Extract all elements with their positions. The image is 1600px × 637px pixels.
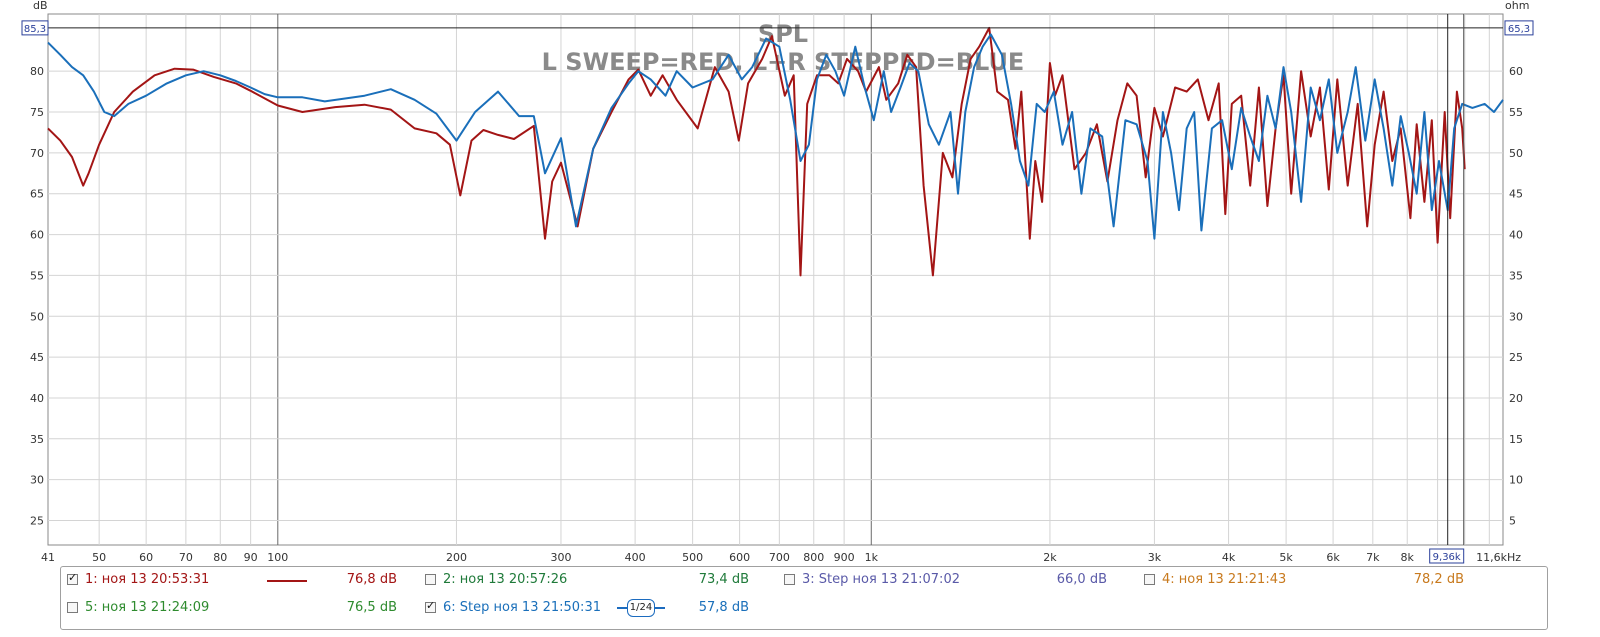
- smoothing-button[interactable]: 1/24: [627, 599, 655, 617]
- legend-3-checkbox[interactable]: [784, 574, 795, 585]
- legend-2-value: 73,4 dB: [698, 572, 749, 587]
- cursor-right-label: 65,3: [1508, 24, 1530, 35]
- x-tick-label: 900: [834, 551, 855, 564]
- x-tick-label: 500: [682, 551, 703, 564]
- cursor-right-box: [1504, 20, 1534, 36]
- legend-5-checkbox[interactable]: [67, 602, 78, 613]
- legend-3-label: 3: Step ноя 13 21:07:02: [802, 572, 960, 587]
- series-group: [47, 26, 1504, 277]
- right-y-tick-label: 50: [1509, 147, 1523, 160]
- grid-lines: [48, 14, 1503, 545]
- x-tick-label: 800: [803, 551, 824, 564]
- legend-6-checkbox[interactable]: [425, 599, 436, 613]
- left-axis-unit: dB: [33, 0, 48, 12]
- x-tick-label: 41: [41, 551, 55, 564]
- x-tick-label: 8k: [1401, 551, 1415, 564]
- legend-item-4[interactable]: 4: ноя 13 21:21:43 78,2 dB: [1144, 569, 1484, 591]
- chart-title: SPL: [758, 20, 808, 48]
- legend-5-label: 5: ноя 13 21:24:09: [85, 600, 210, 615]
- legend-4-checkbox[interactable]: [1144, 574, 1155, 585]
- x-tick-label: 80: [213, 551, 227, 564]
- right-y-tick-label: 5: [1509, 514, 1516, 527]
- legend-1-swatch: [267, 580, 307, 582]
- legend-1-label: 1: ноя 13 20:53:31: [85, 572, 210, 587]
- x-tick-label: 11,6kHz: [1476, 551, 1521, 564]
- y-tick-label: 25: [30, 514, 44, 527]
- x-tick-label: 7k: [1366, 551, 1380, 564]
- x-tick-label: 5k: [1279, 551, 1293, 564]
- right-y-tick-label: 30: [1509, 310, 1523, 323]
- legend-1-checkbox[interactable]: [67, 571, 78, 585]
- legend-6-label: 6: Step ноя 13 21:50:31: [443, 600, 601, 615]
- legend-row-2: 5: ноя 13 21:24:09 76,5 dB 6: Step ноя 1…: [61, 597, 1547, 619]
- y-tick-label: 80: [30, 65, 44, 78]
- x-tick-label: 50: [92, 551, 106, 564]
- x-tick-label: 4k: [1222, 551, 1236, 564]
- right-y-tick-label: 55: [1509, 106, 1523, 119]
- legend-2-label: 2: ноя 13 20:57:26: [443, 572, 568, 587]
- y-tick-label: 55: [30, 269, 44, 282]
- y-tick-label: 60: [30, 229, 44, 242]
- right-y-tick-label: 35: [1509, 269, 1523, 282]
- x-tick-label: 300: [550, 551, 571, 564]
- x-tick-label: 3k: [1148, 551, 1162, 564]
- right-y-tick-label: 20: [1509, 392, 1523, 405]
- x-tick-label: 400: [625, 551, 646, 564]
- legend-item-3[interactable]: 3: Step ноя 13 21:07:02 66,0 dB: [784, 569, 1124, 591]
- legend-item-6[interactable]: 6: Step ноя 13 21:50:31 1/24 57,8 dB: [425, 597, 765, 619]
- right-y-tick-label: 10: [1509, 474, 1523, 487]
- cursor-x-label: 9,36k: [1433, 552, 1461, 563]
- x-tick-label: 70: [179, 551, 193, 564]
- y-tick-label: 35: [30, 433, 44, 446]
- legend-3-value: 66,0 dB: [1056, 572, 1107, 587]
- series-line-blue: [47, 33, 1504, 240]
- y-tick-label: 40: [30, 392, 44, 405]
- cursor-y-box: [21, 20, 49, 36]
- x-tick-label: 600: [729, 551, 750, 564]
- x-tick-label: 60: [139, 551, 153, 564]
- right-y-tick-label: 60: [1509, 65, 1523, 78]
- legend-6-value: 57,8 dB: [698, 600, 749, 615]
- x-tick-label: 2k: [1043, 551, 1057, 564]
- legend-6-swatch-left: [617, 607, 627, 609]
- x-tick-label: 6k: [1326, 551, 1340, 564]
- legend-6-swatch-right: [655, 607, 665, 609]
- cursor-overlay[interactable]: 85,3 65,3 9,36k: [21, 14, 1534, 564]
- y-tick-label: 70: [30, 147, 44, 160]
- legend-item-1[interactable]: 1: ноя 13 20:53:31 76,8 dB: [67, 569, 407, 591]
- cursor-y-label: 85,3: [24, 24, 46, 35]
- right-y-tick-label: 40: [1509, 229, 1523, 242]
- x-tick-label: 100: [267, 551, 288, 564]
- spl-chart[interactable]: 25 30 35 40 45 50 55 60 65 70 75 80 5 10 15 20 25 30 35 40 4…: [0, 0, 1600, 566]
- right-axis-unit: ohm: [1505, 0, 1529, 12]
- y-tick-label: 75: [30, 106, 44, 119]
- legend-panel: 1: ноя 13 20:53:31 76,8 dB 2: ноя 13 20:…: [60, 566, 1548, 630]
- y-tick-label: 45: [30, 351, 44, 364]
- right-y-tick-label: 25: [1509, 351, 1523, 364]
- right-y-tick-label: 15: [1509, 433, 1523, 446]
- legend-4-label: 4: ноя 13 21:21:43: [1162, 572, 1287, 587]
- legend-item-2[interactable]: 2: ноя 13 20:57:26 73,4 dB: [425, 569, 765, 591]
- cursor-x-box: [1429, 548, 1465, 564]
- y-tick-label: 30: [30, 474, 44, 487]
- y-tick-label: 65: [30, 188, 44, 201]
- x-tick-label: 200: [446, 551, 467, 564]
- x-tick-label: 700: [769, 551, 790, 564]
- legend-1-value: 76,8 dB: [346, 572, 397, 587]
- tick-labels: 25 30 35 40 45 50 55 60 65 70 75 80 5 10 15 20 25 30 35 40 4…: [30, 65, 1523, 564]
- y-tick-label: 50: [30, 310, 44, 323]
- legend-2-checkbox[interactable]: [425, 574, 436, 585]
- legend-item-5[interactable]: 5: ноя 13 21:24:09 76,5 dB: [67, 597, 407, 619]
- x-tick-label: 90: [244, 551, 258, 564]
- legend-row-1: 1: ноя 13 20:53:31 76,8 dB 2: ноя 13 20:…: [61, 569, 1547, 591]
- x-tick-label: 1k: [865, 551, 879, 564]
- right-y-tick-label: 45: [1509, 188, 1523, 201]
- series-line-red: [47, 26, 1466, 277]
- legend-4-value: 78,2 dB: [1413, 572, 1464, 587]
- legend-5-value: 76,5 dB: [346, 600, 397, 615]
